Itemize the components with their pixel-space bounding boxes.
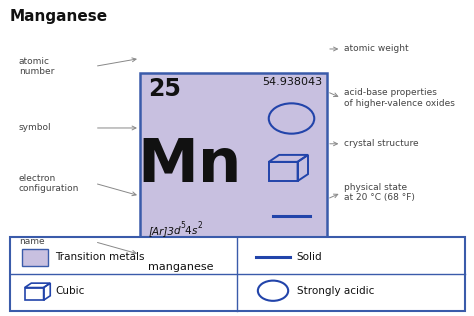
Text: manganese: manganese: [148, 262, 214, 272]
FancyBboxPatch shape: [22, 249, 48, 266]
FancyBboxPatch shape: [25, 288, 44, 300]
Text: Cubic: Cubic: [55, 286, 85, 296]
FancyBboxPatch shape: [140, 73, 327, 283]
FancyBboxPatch shape: [269, 162, 298, 181]
Text: Transition metals: Transition metals: [55, 252, 145, 262]
Text: 25: 25: [148, 77, 181, 101]
Text: 2: 2: [198, 221, 202, 230]
Text: [Ar]3: [Ar]3: [148, 226, 174, 236]
Text: symbol: symbol: [19, 124, 52, 132]
Text: 54.938043: 54.938043: [262, 77, 322, 88]
Text: atomic weight: atomic weight: [344, 45, 408, 53]
Text: crystal structure: crystal structure: [344, 139, 418, 148]
Text: d: d: [174, 226, 181, 236]
Text: acid-base properties
of higher-valence oxides: acid-base properties of higher-valence o…: [344, 88, 455, 108]
Text: name: name: [19, 237, 45, 246]
Text: Solid: Solid: [297, 252, 322, 262]
Text: 5: 5: [181, 221, 185, 230]
Text: Strongly acidic: Strongly acidic: [297, 286, 374, 296]
Text: electron
configuration: electron configuration: [19, 173, 79, 193]
Text: Mn: Mn: [137, 136, 242, 195]
Text: Manganese: Manganese: [9, 9, 108, 24]
Text: s: s: [192, 226, 197, 236]
Text: atomic
number: atomic number: [19, 57, 55, 76]
FancyBboxPatch shape: [10, 237, 465, 311]
Text: 4: 4: [184, 226, 191, 236]
Text: physical state
at 20 °C (68 °F): physical state at 20 °C (68 °F): [344, 183, 415, 203]
